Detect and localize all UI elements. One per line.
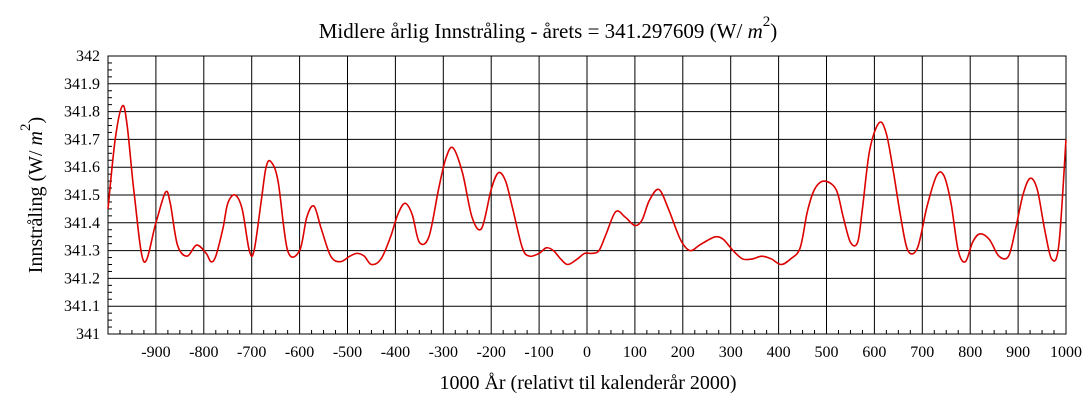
x-tick-label: -300 — [429, 344, 458, 361]
x-tick-label: 900 — [1006, 344, 1030, 361]
x-tick-label: 1000 — [1050, 344, 1082, 361]
x-tick-label: 600 — [862, 344, 886, 361]
x-tick-label: 100 — [623, 344, 647, 361]
y-tick-label: 341.4 — [64, 215, 100, 232]
y-axis-label-unit-exponent: 2 — [18, 123, 34, 131]
y-tick-label: 341.2 — [64, 270, 100, 287]
y-tick-labels: 341 341.1 341.2 341.3 341.4 341.5 341.6 341.7 34… — [64, 48, 100, 343]
y-axis-label-prefix: Innstråling (W/ — [25, 145, 47, 273]
y-tick-label: 342 — [76, 48, 100, 65]
x-tick-label: 500 — [815, 344, 839, 361]
y-tick-label: 341.7 — [64, 131, 100, 148]
x-tick-label: 800 — [958, 344, 982, 361]
x-tick-label: 200 — [671, 344, 695, 361]
y-tick-label: 341.5 — [64, 187, 100, 204]
x-tick-label: -800 — [189, 344, 218, 361]
x-tick-label: -500 — [333, 344, 362, 361]
x-tick-label: 0 — [583, 344, 591, 361]
y-tick-label: 341.9 — [64, 76, 100, 93]
y-tick-label: 341 — [76, 326, 100, 343]
y-tick-label: 341.6 — [64, 159, 100, 176]
chart-title: Midlere årlig Innstråling - årets = 341.… — [319, 14, 778, 43]
y-axis-label-suffix: ) — [25, 117, 47, 124]
x-tick-label: 300 — [719, 344, 743, 361]
x-tick-label: 400 — [767, 344, 791, 361]
x-tick-label: 700 — [910, 344, 934, 361]
chart-title-unit-m: m — [748, 19, 763, 43]
y-tick-label: 341.8 — [64, 104, 100, 121]
grid-layer — [108, 55, 1067, 335]
x-tick-label: -700 — [237, 344, 266, 361]
chart-title-suffix: ) — [770, 19, 777, 43]
x-tick-label: -200 — [477, 344, 506, 361]
x-tick-label: -600 — [285, 344, 314, 361]
plot-frame — [107, 55, 1067, 335]
y-tick-label: 341.3 — [64, 243, 100, 260]
chart-title-unit-exponent: 2 — [763, 14, 771, 30]
x-axis-label: 1000 År (relativt til kalenderår 2000) — [439, 372, 736, 394]
x-tick-label: -100 — [524, 344, 553, 361]
series-line-insolation — [107, 104, 1067, 266]
x-tick-label: -400 — [381, 344, 410, 361]
x-tick-labels: -900 -800 -700 -600 -500 -400 -300 -200 -100 0 100… — [141, 344, 1082, 361]
chart-title-prefix: Midlere årlig Innstråling - årets = 341.… — [319, 19, 748, 43]
y-axis-label: Innstråling (W/ m2) — [18, 117, 47, 273]
y-tick-label: 341.1 — [64, 298, 100, 315]
y-axis-label-unit-m: m — [25, 131, 47, 145]
x-tick-label: -900 — [141, 344, 170, 361]
